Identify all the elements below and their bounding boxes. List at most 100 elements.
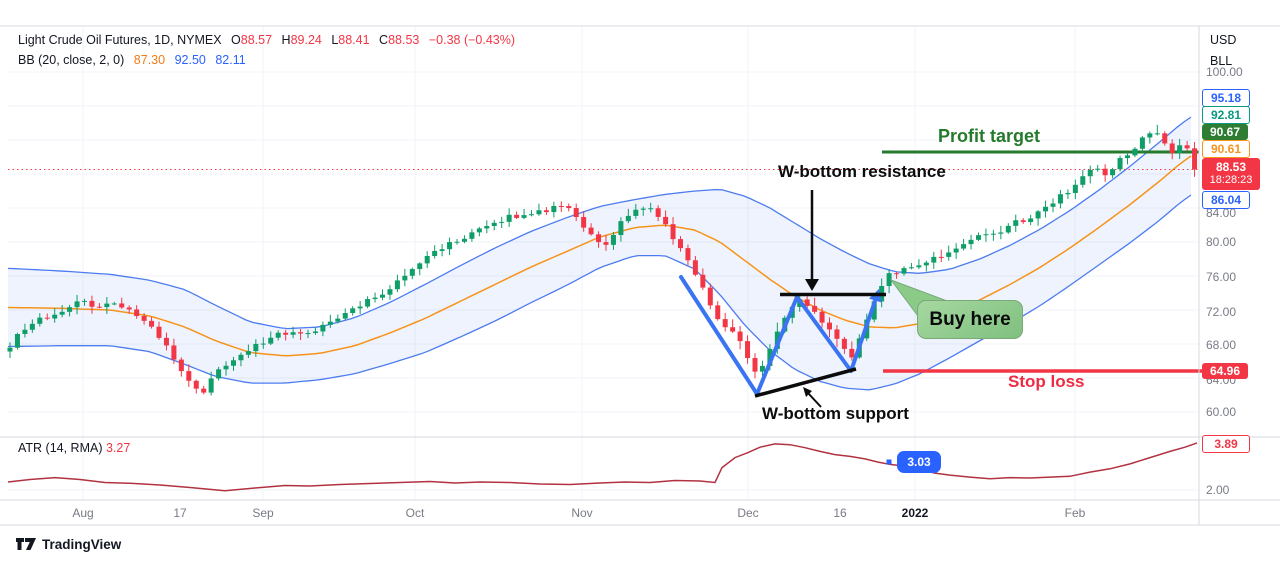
candle-body xyxy=(1065,192,1071,195)
candle-body xyxy=(827,322,832,330)
price-axis-label: 72.00 xyxy=(1206,305,1237,319)
candle-body xyxy=(1162,133,1168,144)
time-axis-label: Dec xyxy=(737,506,759,520)
candle-body xyxy=(670,224,676,240)
candle-body xyxy=(1110,169,1116,176)
candle-body xyxy=(82,300,87,302)
time-axis-label: 17 xyxy=(173,506,187,520)
candle-body xyxy=(283,332,289,335)
w-bottom-support-label[interactable]: W-bottom support xyxy=(762,404,909,423)
candle-body xyxy=(342,313,348,319)
stop-loss-label[interactable]: Stop loss xyxy=(1008,372,1085,391)
candle-body xyxy=(1095,168,1101,170)
candle-body xyxy=(596,234,602,243)
bb-lower-value: 82.11 xyxy=(215,53,246,67)
resistance-arrowhead xyxy=(805,279,819,291)
candle-body xyxy=(149,320,155,327)
candle-body xyxy=(849,348,855,358)
time-axis-label: Oct xyxy=(405,506,425,520)
w-bottom-resistance-label[interactable]: W-bottom resistance xyxy=(778,162,946,181)
candle-body xyxy=(394,280,400,290)
candle-body xyxy=(834,329,840,339)
candle-body xyxy=(655,208,661,217)
candle-body xyxy=(633,209,639,216)
candle-body xyxy=(245,351,251,355)
candle-body xyxy=(312,331,318,334)
candle-body xyxy=(1087,169,1093,177)
candle-body xyxy=(387,289,393,295)
candle-body xyxy=(916,265,922,268)
chart-legend[interactable]: Light Crude Oil Futures, 1D, NYMEX O88.5… xyxy=(18,30,515,70)
candle-body xyxy=(700,274,706,288)
atr-line xyxy=(7,442,1198,492)
price-axis-label: 84.00 xyxy=(1206,206,1237,220)
candle-body xyxy=(126,307,132,310)
candle-body xyxy=(335,318,341,322)
candle-body xyxy=(424,256,430,264)
candle-body xyxy=(104,303,110,308)
candle-body xyxy=(305,333,311,335)
candle-body xyxy=(514,214,520,218)
candle-body xyxy=(1184,145,1190,149)
candle-body xyxy=(37,317,43,324)
buy-here-callout[interactable]: Buy here xyxy=(917,300,1023,339)
candle-body xyxy=(447,242,453,250)
candle-body xyxy=(819,311,825,323)
candle-body xyxy=(52,314,58,319)
candle-body xyxy=(908,267,914,269)
time-axis-label: Feb xyxy=(1064,506,1086,520)
candle-body xyxy=(767,348,773,366)
change-value: −0.38 (−0.43%) xyxy=(428,33,516,47)
price-axis-label: 80.00 xyxy=(1206,235,1237,249)
candle-body xyxy=(976,235,981,240)
time-axis-label: 2022 xyxy=(901,506,929,520)
candle-body xyxy=(1005,225,1011,233)
price-axis-label: 76.00 xyxy=(1206,270,1237,284)
brand-name: TradingView xyxy=(42,537,122,552)
time-axis[interactable] xyxy=(0,500,1280,525)
candle-body xyxy=(1177,145,1183,154)
candle-body xyxy=(886,273,892,287)
candle-body xyxy=(1043,206,1049,212)
candle-body xyxy=(730,327,736,332)
price-axis-label: 60.00 xyxy=(1206,405,1237,419)
candle-body xyxy=(678,239,683,249)
candle-body xyxy=(357,306,363,309)
atr-value: 3.27 xyxy=(105,441,131,455)
candle-body xyxy=(610,235,616,245)
tradingview-branding[interactable]: TradingView xyxy=(16,537,121,552)
candle-body xyxy=(238,354,244,361)
support-arrow-shaft xyxy=(807,392,822,408)
w-pattern-polyline xyxy=(679,275,877,396)
candle-body xyxy=(566,206,572,209)
bb-lower-badge: 86.04 xyxy=(1202,191,1250,209)
candle-body xyxy=(67,307,73,312)
axis-unit-currency: USD xyxy=(1210,33,1237,47)
w-support-line xyxy=(754,367,857,398)
candle-body xyxy=(931,256,937,263)
candle-body xyxy=(171,345,177,360)
candle-body xyxy=(1147,133,1153,138)
bb-basis-value: 87.30 xyxy=(133,53,166,67)
bb-legend-row[interactable]: BB (20, close, 2, 0) 87.30 92.50 82.11 xyxy=(18,50,515,70)
candle-body xyxy=(990,233,996,235)
atr-legend-row[interactable]: ATR (14, RMA) 3.27 xyxy=(18,441,130,455)
symbol-legend-row[interactable]: Light Crude Oil Futures, 1D, NYMEX O88.5… xyxy=(18,30,515,50)
candle-body xyxy=(938,256,944,258)
candle-body xyxy=(193,380,199,389)
candle-body xyxy=(439,249,445,251)
candle-body xyxy=(1072,184,1078,193)
candle-body xyxy=(1050,203,1056,207)
time-axis-label: Sep xyxy=(252,506,274,520)
high-label: H xyxy=(281,33,291,47)
candle-body xyxy=(1020,220,1026,222)
candle-body xyxy=(573,208,579,218)
candle-body xyxy=(745,341,751,359)
candle-body xyxy=(812,305,818,312)
atr-title: ATR (14, RMA) xyxy=(18,441,103,455)
candle-body xyxy=(953,248,959,253)
candle-body xyxy=(89,300,95,307)
profit-target-label[interactable]: Profit target xyxy=(938,126,1041,146)
